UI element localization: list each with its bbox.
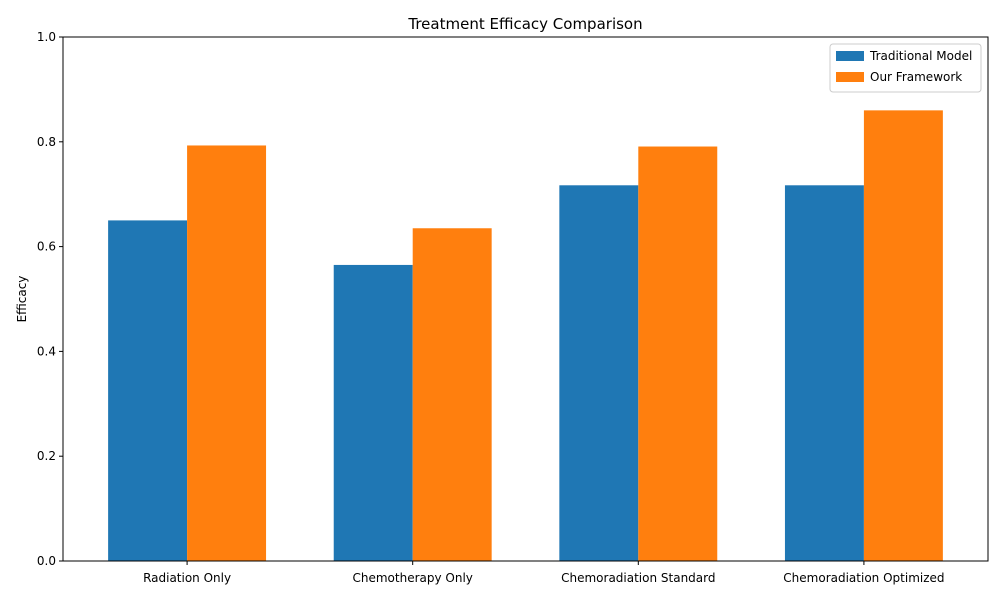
y-tick-label: 0.2 (37, 449, 56, 463)
y-axis-title: Efficacy (15, 276, 29, 323)
bars-layer (108, 110, 943, 562)
y-tick-label: 0.4 (37, 344, 56, 358)
bar-our-framework-chemotherapy-only (412, 228, 492, 561)
x-tick-label-chemotherapy-only: Chemotherapy Only (352, 571, 472, 585)
plot-frame (62, 36, 989, 562)
legend-swatch-traditional-model (836, 51, 864, 61)
legend-box (829, 43, 982, 93)
bar-traditional-model-radiation-only (108, 220, 188, 561)
legend-label-traditional-model: Traditional Model (869, 49, 972, 63)
x-axis: Radiation Only Chemotherapy Only Chemoradi… (143, 561, 945, 585)
y-tick-label: 1.0 (37, 30, 56, 44)
y-tick-label: 0.0 (37, 554, 56, 568)
y-axis: 0.0 0.2 0.4 0.6 0.8 1.0 (37, 30, 63, 568)
legend-label-our-framework: Our Framework (870, 70, 962, 84)
bar-traditional-model-chemoradiation-optimized (784, 185, 864, 562)
chart-title: Treatment Efficacy Comparison (407, 15, 642, 33)
bar-our-framework-chemoradiation-optimized (863, 110, 943, 562)
x-tick-label-chemoradiation-standard: Chemoradiation Standard (561, 571, 715, 585)
bar-traditional-model-chemotherapy-only (333, 264, 413, 561)
bar-our-framework-chemoradiation-standard (638, 146, 718, 561)
legend-swatch-our-framework (836, 72, 864, 82)
x-tick-label-radiation-only: Radiation Only (143, 571, 231, 585)
y-tick-label: 0.6 (37, 240, 56, 254)
bar-our-framework-radiation-only (187, 145, 267, 561)
y-tick-label: 0.8 (37, 135, 56, 149)
x-tick-label-chemoradiation-optimized: Chemoradiation Optimized (783, 571, 944, 585)
bar-traditional-model-chemoradiation-standard (559, 185, 639, 562)
legend: Traditional Model Our Framework (829, 43, 982, 93)
